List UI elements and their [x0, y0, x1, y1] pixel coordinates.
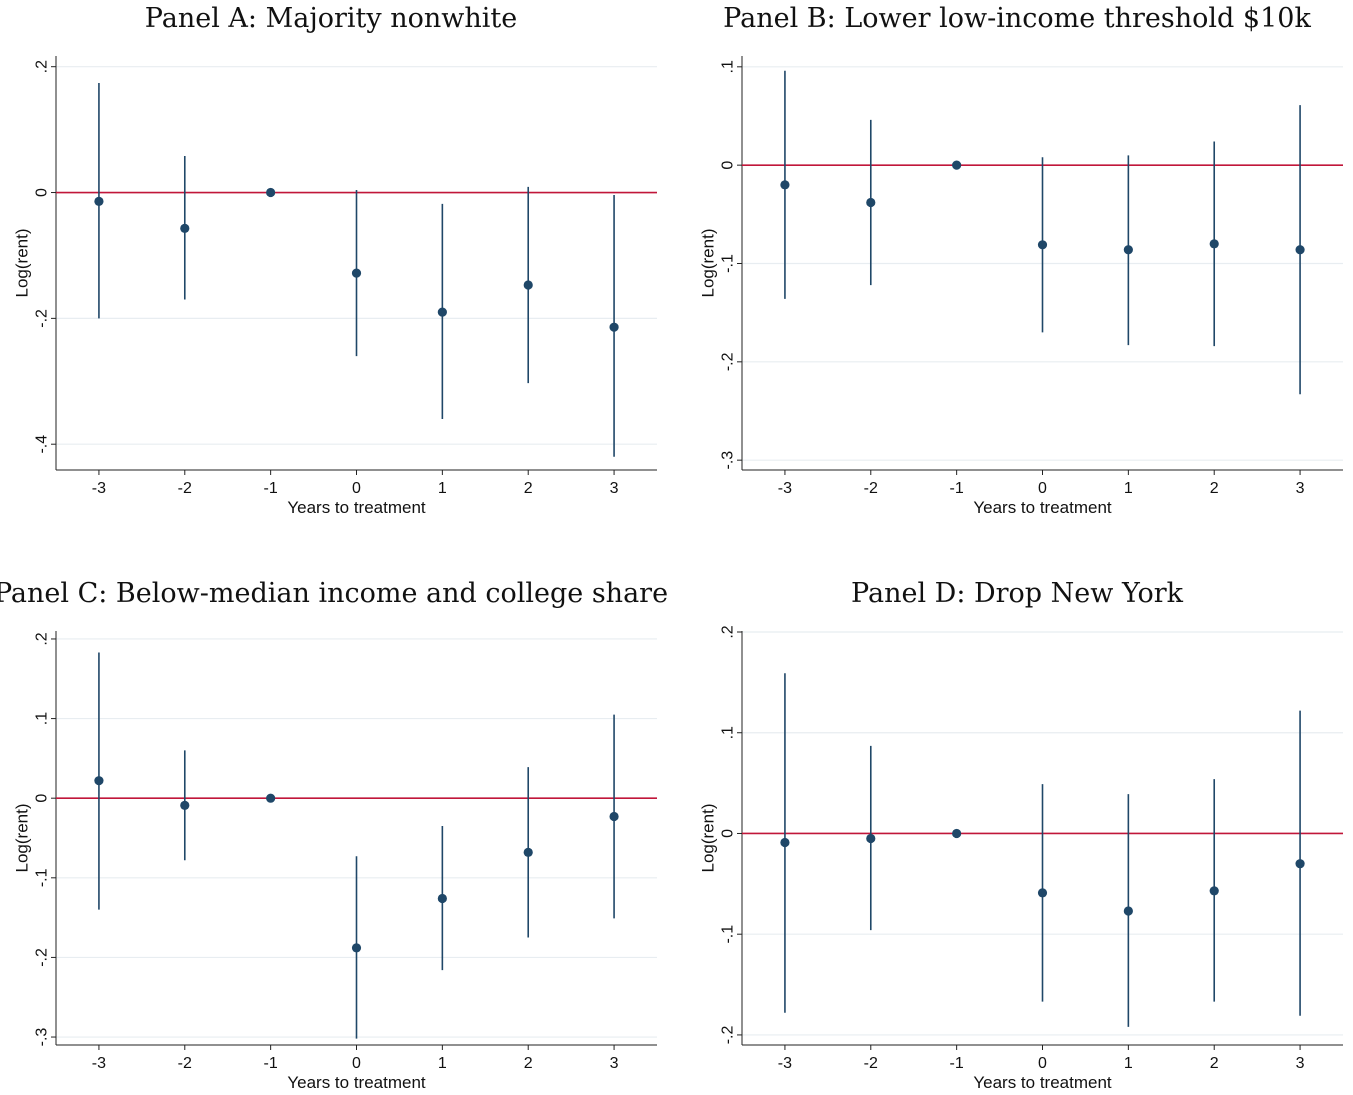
x-tick-label: 1 — [1124, 1055, 1133, 1072]
point-estimate — [609, 811, 619, 822]
point-estimate — [180, 223, 190, 233]
x-tick-label: -3 — [92, 1055, 106, 1072]
y-tick-label: -.1 — [720, 925, 737, 944]
y-tick-label: -.2 — [34, 309, 51, 328]
panel-title: Panel A: Majority nonwhite — [145, 3, 517, 34]
panel-title: Panel B: Lower low-income threshold $10k — [723, 3, 1311, 34]
y-axis-label: Log(rent) — [699, 229, 718, 298]
y-axis-label: Log(rent) — [13, 229, 32, 298]
point-estimate — [266, 187, 276, 198]
x-tick-label: 0 — [1038, 1055, 1047, 1072]
x-axis-label: Years to treatment — [973, 1073, 1112, 1092]
y-tick-label: 0 — [34, 188, 51, 197]
point-estimate — [866, 833, 876, 844]
point-estimate — [780, 180, 790, 190]
y-tick-label: -.1 — [720, 254, 737, 273]
panel-a: Panel A: Majority nonwhite .2 0 -.2 -.4 -3 -2 -… — [13, 3, 657, 517]
point-estimate — [952, 828, 962, 839]
point-estimate — [351, 943, 362, 953]
x-tick-label: 2 — [1210, 480, 1219, 497]
x-tick-label: -2 — [178, 480, 192, 497]
y-tick-label: -.4 — [34, 435, 51, 454]
x-tick-label: 2 — [1210, 1055, 1219, 1072]
x-tick-label: -3 — [778, 1055, 792, 1072]
y-tick-label: -.3 — [34, 1028, 51, 1047]
x-axis-label: Years to treatment — [287, 498, 426, 517]
point-estimate — [1037, 240, 1048, 250]
y-tick-label: -.2 — [720, 1025, 737, 1044]
x-tick-label: 0 — [352, 480, 361, 497]
y-tick-label: -.1 — [34, 868, 51, 887]
y-tick-label: -.3 — [720, 451, 737, 470]
y-tick-label: .2 — [34, 632, 51, 645]
y-axis-label: Log(rent) — [699, 804, 718, 873]
x-tick-label: -1 — [264, 480, 278, 497]
x-tick-label: -1 — [950, 480, 964, 497]
x-tick-label: 3 — [1296, 1055, 1305, 1072]
x-tick-label: 1 — [1124, 480, 1133, 497]
point-estimate — [1209, 239, 1219, 249]
point-estimate — [1209, 886, 1219, 896]
y-tick-label: .1 — [720, 60, 737, 73]
y-tick-label: .1 — [720, 726, 737, 739]
point-estimate — [1037, 888, 1048, 898]
x-tick-label: 2 — [524, 1055, 533, 1072]
x-tick-label: 2 — [524, 480, 533, 497]
point-estimate — [1123, 906, 1133, 916]
x-tick-label: 1 — [438, 480, 447, 497]
point-estimate — [94, 196, 104, 206]
point-estimate — [952, 160, 962, 170]
y-axis-label: Log(rent) — [13, 804, 32, 873]
point-estimate — [866, 197, 876, 208]
point-estimate — [1295, 859, 1305, 869]
x-axis-label: Years to treatment — [973, 498, 1112, 517]
point-estimate — [523, 280, 533, 290]
panel-title: Panel D: Drop New York — [851, 578, 1184, 609]
y-tick-label: 0 — [720, 829, 737, 838]
x-tick-label: -3 — [778, 480, 792, 497]
panel-title: Panel C: Below-median income and college… — [0, 578, 668, 609]
x-tick-label: -1 — [950, 1055, 964, 1072]
panel-d: Panel D: Drop New York .2 .1 0 -.1 -.2 -3 -2 -1 0… — [699, 578, 1343, 1092]
y-tick-label: 0 — [720, 161, 737, 170]
point-estimate — [180, 800, 190, 810]
point-estimate — [94, 776, 104, 786]
x-axis-label: Years to treatment — [287, 1073, 426, 1092]
x-tick-label: 3 — [610, 480, 619, 497]
x-tick-label: -2 — [864, 1055, 878, 1072]
x-tick-label: 0 — [1038, 480, 1047, 497]
x-tick-label: -3 — [92, 480, 106, 497]
y-tick-label: .1 — [34, 712, 51, 725]
x-tick-label: 1 — [438, 1055, 447, 1072]
panel-c: Panel C: Below-median income and college… — [0, 578, 668, 1092]
point-estimate — [437, 893, 447, 904]
x-tick-label: 3 — [1296, 480, 1305, 497]
point-estimate — [266, 793, 276, 803]
point-estimate — [609, 322, 619, 332]
point-estimate — [780, 837, 790, 848]
point-estimate — [523, 847, 533, 857]
point-estimate — [1295, 245, 1305, 255]
y-tick-label: 0 — [34, 794, 51, 803]
point-estimate — [351, 268, 362, 278]
y-tick-label: -.2 — [34, 948, 51, 967]
y-tick-label: .2 — [34, 60, 51, 73]
x-tick-label: -1 — [264, 1055, 278, 1072]
point-estimate — [1123, 245, 1133, 255]
x-tick-label: 3 — [610, 1055, 619, 1072]
x-tick-label: 0 — [352, 1055, 361, 1072]
x-tick-label: -2 — [178, 1055, 192, 1072]
x-tick-label: -2 — [864, 480, 878, 497]
y-tick-label: -.2 — [720, 352, 737, 371]
point-estimate — [437, 307, 447, 317]
panel-b: Panel B: Lower low-income threshold $10k… — [699, 3, 1343, 517]
y-tick-label: .2 — [720, 625, 737, 638]
